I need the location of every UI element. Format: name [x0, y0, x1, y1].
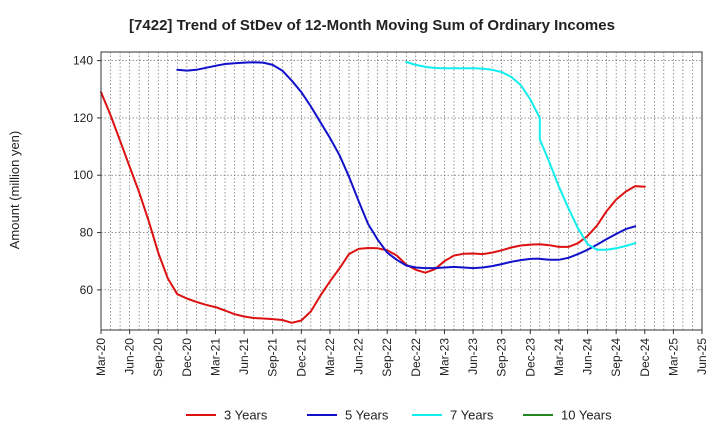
- plot-area: 60 80 100 120 140 Mar-20 Jun-20 Sep-20 Dec-20 Mar…: [73, 51, 709, 377]
- x-tick-label: Jun-21: [237, 338, 251, 375]
- legend-label: 5 Years: [345, 408, 389, 423]
- x-tick-label: Sep-22: [380, 338, 394, 377]
- x-tick-label: Dec-20: [180, 338, 194, 377]
- x-tick-label: Jun-25: [695, 338, 709, 375]
- series-line-5-years: [176, 61, 637, 270]
- x-tick-label: Sep-24: [609, 338, 623, 377]
- x-tick-label: Jun-22: [352, 338, 366, 375]
- x-tick-label: Jun-24: [581, 338, 595, 375]
- x-tick-label: Jun-20: [123, 338, 137, 375]
- x-tick-label: Mar-25: [666, 338, 680, 376]
- y-axis-label: Amount (million yen): [7, 131, 22, 250]
- x-tick-label: Mar-22: [323, 338, 337, 376]
- x-tick-label: Jun-23: [466, 338, 480, 375]
- legend: 3 Years 5 Years 7 Years 10 Years: [186, 408, 612, 423]
- chart-title: [7422] Trend of StDev of 12-Month Moving…: [129, 17, 615, 34]
- x-tick-label: Dec-23: [523, 338, 537, 377]
- y-tick-label: 120: [73, 111, 93, 125]
- y-tick-label: 140: [73, 54, 93, 68]
- legend-label: 3 Years: [224, 408, 268, 423]
- x-tick-label: Sep-21: [266, 338, 280, 377]
- x-tick-label: Sep-20: [151, 338, 165, 377]
- plot-background: [101, 52, 702, 330]
- x-tick-label: Sep-23: [495, 338, 509, 377]
- y-tick-label: 60: [80, 283, 94, 297]
- y-tick-label: 100: [73, 168, 93, 182]
- series-line-7-years: [405, 61, 637, 251]
- legend-label: 10 Years: [561, 408, 612, 423]
- plot-frame: [100, 51, 703, 331]
- x-tick-label: Mar-23: [437, 338, 451, 376]
- x-tick-label: Dec-22: [409, 338, 423, 377]
- x-tick-label: Mar-21: [208, 338, 222, 376]
- x-tick-label: Mar-20: [94, 338, 108, 376]
- x-tick-label: Dec-24: [638, 338, 652, 377]
- series-line-3-years: [100, 91, 646, 324]
- legend-label: 7 Years: [450, 408, 494, 423]
- x-tick-label: Dec-21: [294, 338, 308, 377]
- x-tick-label: Mar-24: [552, 338, 566, 376]
- y-tick-label: 80: [80, 226, 94, 240]
